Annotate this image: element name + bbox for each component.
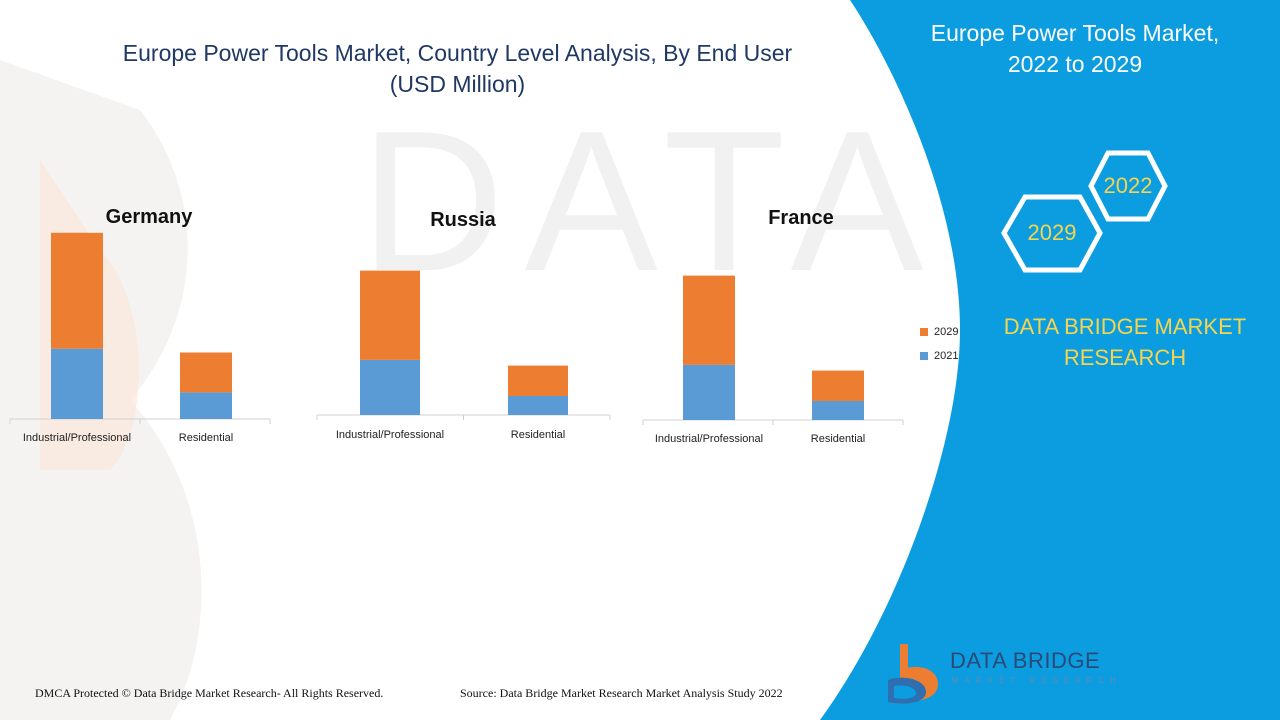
bar-2029-residential [180, 352, 232, 393]
footer-source: Source: Data Bridge Market Research Mark… [460, 686, 783, 700]
footer-copyright: DMCA Protected © Data Bridge Market Rese… [35, 686, 384, 700]
side-panel-title: Europe Power Tools Market, 2022 to 2029 [900, 18, 1250, 80]
chart-main-title: Europe Power Tools Market, Country Level… [60, 38, 855, 100]
x-tick-label: Residential [811, 433, 865, 445]
france-chart-title: France [768, 207, 834, 229]
bar-2029-industrial-professional [51, 232, 103, 349]
x-tick-label: Industrial/Professional [336, 429, 444, 441]
side-title-line1: Europe Power Tools Market, [930, 20, 1220, 46]
x-tick-label: Industrial/Professional [655, 433, 763, 445]
bar-2021-residential [180, 392, 232, 419]
hexagon-2022-label: 2022 [1103, 173, 1153, 198]
bar-2021-residential [812, 401, 864, 420]
x-tick-label: Industrial/Professional [23, 432, 131, 444]
legend-item-2021: 2021 [920, 344, 958, 368]
bar-2021-industrial-professional [360, 359, 420, 415]
legend-item-2029: 2029 [920, 320, 958, 344]
germany-chart: Industrial/Professional Residential [9, 232, 271, 444]
data-bridge-logo-icon [888, 644, 938, 704]
side-brand-line1: DATA BRIDGE MARKET [1003, 314, 1247, 339]
bar-2021-residential [508, 396, 568, 415]
bar-2029-residential [508, 365, 568, 396]
logo-name: DATA BRIDGE [950, 648, 1101, 673]
bar-2021-industrial-professional [683, 364, 735, 420]
legend-label-2021: 2021 [934, 350, 959, 362]
legend-label-2029: 2029 [934, 326, 959, 338]
bar-2021-industrial-professional [51, 348, 103, 419]
bar-2029-industrial-professional [360, 270, 420, 360]
russia-chart: Industrial/Professional Residential [316, 270, 611, 441]
france-chart: Industrial/Professional Residential [642, 275, 904, 445]
main-title-line2: (USD Million) [389, 71, 526, 97]
side-brand-line2: RESEARCH [1063, 345, 1187, 370]
legend-swatch-2021 [920, 352, 928, 360]
x-tick-label: Residential [179, 432, 233, 444]
bar-2029-residential [812, 370, 864, 401]
main-title-line1: Europe Power Tools Market, Country Level… [122, 40, 793, 66]
logo-tagline: MARKET RESEARCH [952, 676, 1122, 685]
hexagon-2029-label: 2029 [1027, 220, 1077, 245]
bar-2029-industrial-professional [683, 275, 735, 365]
x-tick-label: Residential [511, 429, 565, 441]
legend-swatch-2029 [920, 328, 928, 336]
side-panel-brand: DATA BRIDGE MARKET RESEARCH [985, 311, 1265, 373]
germany-chart-title: Germany [105, 206, 193, 228]
russia-chart-title: Russia [430, 209, 496, 231]
side-title-line2: 2022 to 2029 [1007, 51, 1143, 77]
chart-legend: 2029 2021 [920, 320, 958, 368]
